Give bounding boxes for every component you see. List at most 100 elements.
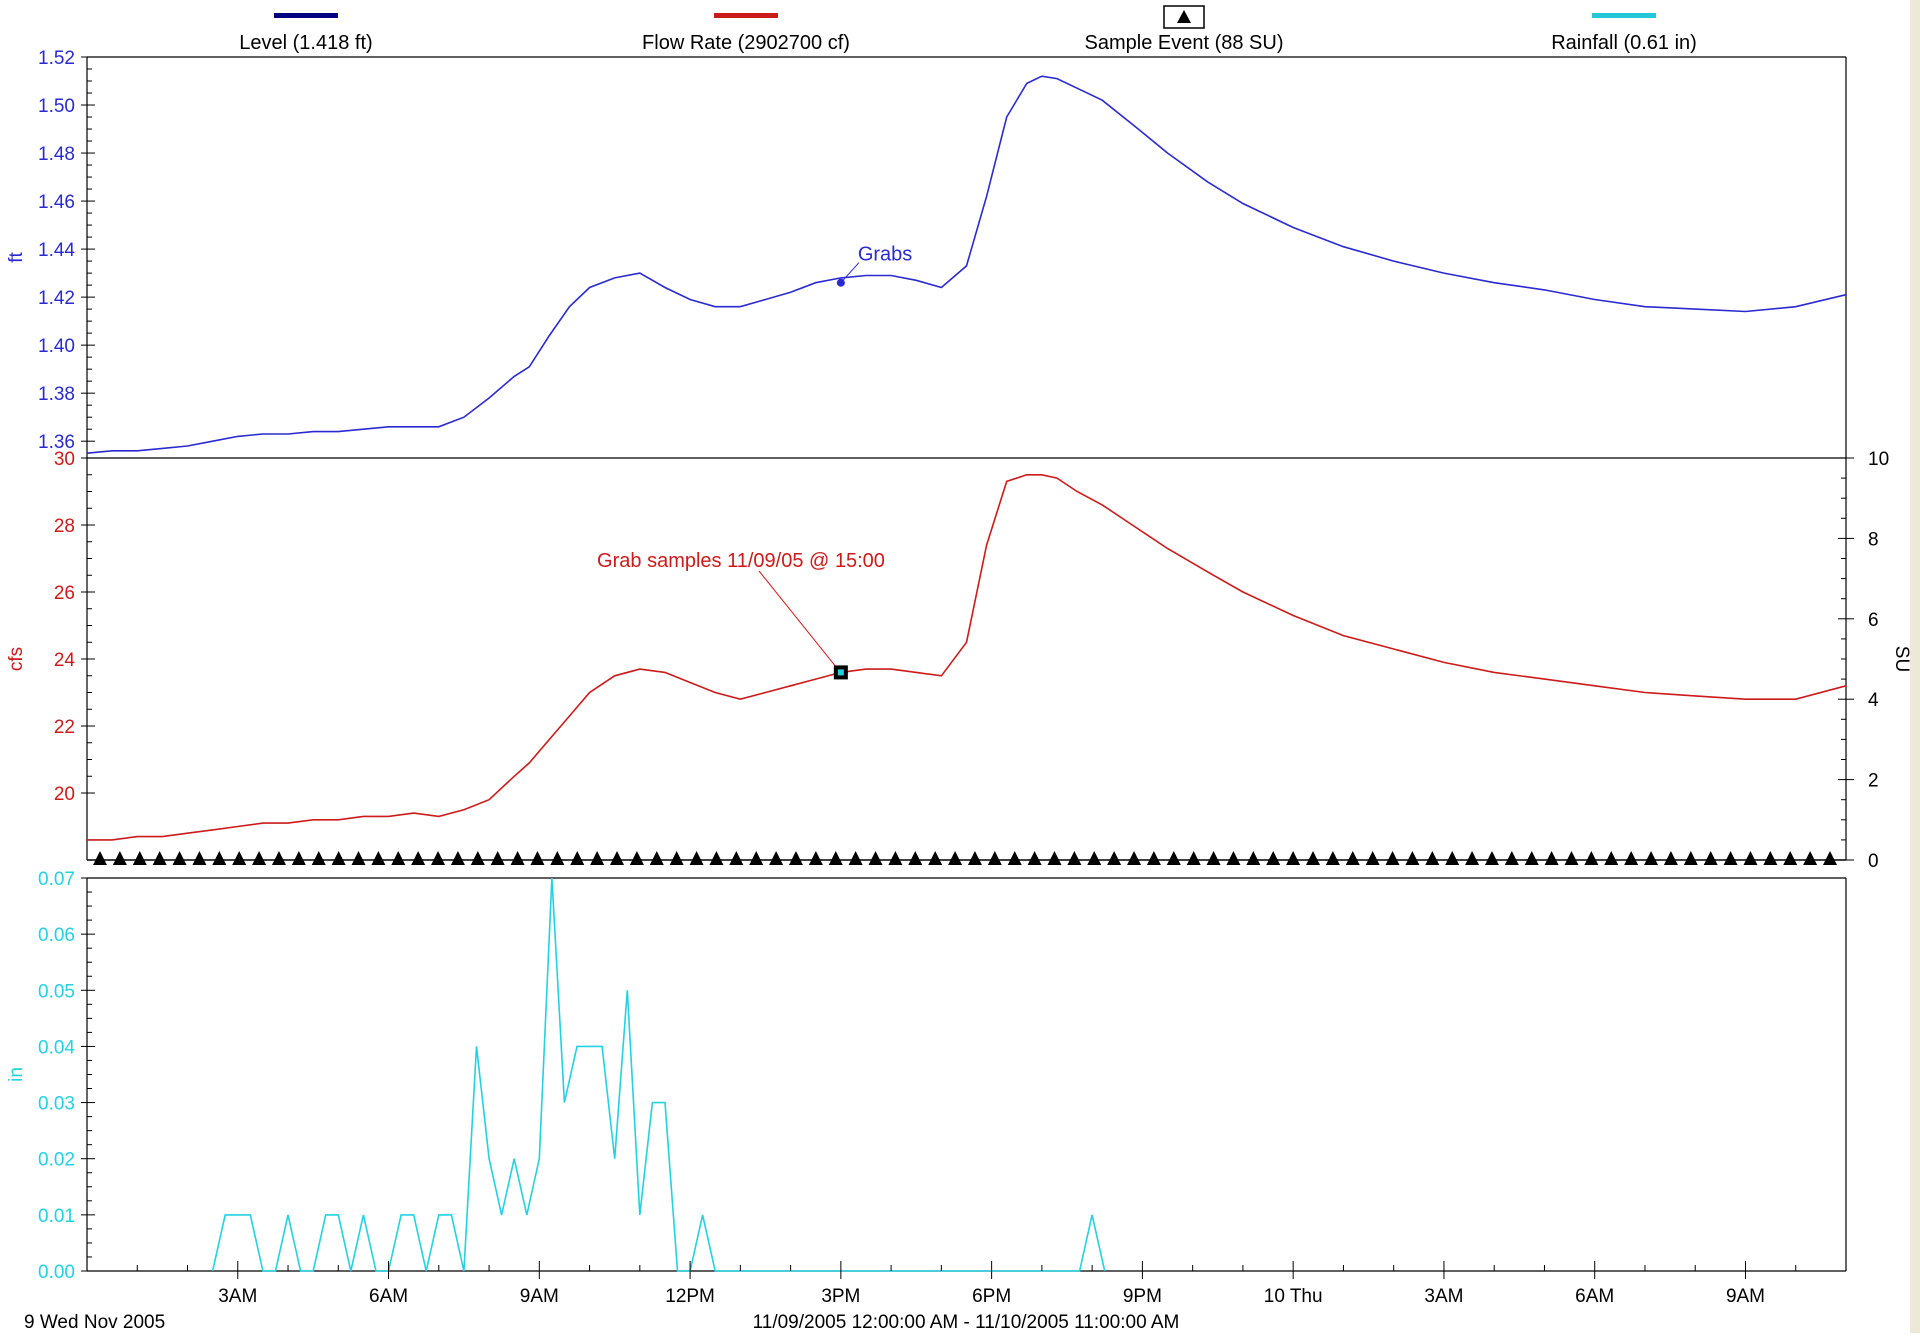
triangle-up-icon xyxy=(1644,851,1659,865)
triangle-up-icon xyxy=(271,851,286,865)
triangle-up-icon xyxy=(450,851,465,865)
series-line-rainfall xyxy=(211,877,1106,1272)
x-tick-label: 12PM xyxy=(665,1286,715,1307)
date-range-label: 11/09/2005 12:00:00 AM - 11/10/2005 11:0… xyxy=(753,1312,1180,1333)
y-tick-label: 22 xyxy=(54,717,75,738)
triangle-up-icon xyxy=(1345,851,1360,865)
triangle-up-icon xyxy=(888,851,903,865)
triangle-up-icon xyxy=(769,851,784,865)
y-tick-label: 24 xyxy=(54,650,76,671)
x-tick-label: 6PM xyxy=(972,1286,1011,1307)
triangle-up-icon xyxy=(1524,851,1539,865)
triangle-up-icon xyxy=(1286,851,1301,865)
y-tick-label: 1.50 xyxy=(38,96,75,117)
triangle-up-icon xyxy=(1305,851,1320,865)
triangle-up-icon xyxy=(1206,851,1221,865)
annotation-leader xyxy=(840,262,860,284)
y-tick-label: 1.46 xyxy=(38,192,75,213)
triangle-up-icon xyxy=(1226,851,1241,865)
triangle-up-icon xyxy=(311,851,326,865)
triangle-up-icon xyxy=(1186,851,1201,865)
triangle-up-icon xyxy=(1544,851,1559,865)
triangle-up-icon xyxy=(212,851,227,865)
triangle-up-icon xyxy=(669,851,684,865)
triangle-up-icon xyxy=(788,851,803,865)
y-tick-label: 1.36 xyxy=(38,432,75,453)
plot-panels: 1.36 1.38 1.40 1.42 1.44 1.46 1.48 1.50 1.52 ft Gr… xyxy=(6,48,1912,1307)
x-tick-label: 9AM xyxy=(1726,1286,1765,1307)
y-tick-label: 0.02 xyxy=(38,1150,75,1171)
triangle-up-icon xyxy=(291,851,306,865)
triangle-up-icon xyxy=(948,851,963,865)
triangle-up-icon xyxy=(808,851,823,865)
y-tick-label: 26 xyxy=(54,583,75,604)
triangle-up-icon xyxy=(610,851,625,865)
x-tick-label: 6AM xyxy=(369,1286,408,1307)
triangle-up-icon xyxy=(1127,851,1142,865)
triangle-up-icon xyxy=(1146,851,1161,865)
triangle-up-icon xyxy=(649,851,664,865)
triangle-up-icon xyxy=(1166,851,1181,865)
triangle-up-icon xyxy=(1484,851,1499,865)
legend-label: Flow Rate (2902700 cf) xyxy=(642,32,850,54)
triangle-up-icon xyxy=(331,851,346,865)
y-axis-label: cfs xyxy=(6,647,27,671)
triangle-up-icon xyxy=(1445,851,1460,865)
panel-rainfall: 0.00 0.01 0.02 0.03 0.04 0.05 0.06 0.07 in 3AM 6AM… xyxy=(6,869,1847,1307)
y-tick-label: 1.38 xyxy=(38,384,75,405)
triangle-up-icon xyxy=(629,851,644,865)
triangle-up-icon xyxy=(192,851,207,865)
y-axis-label: ft xyxy=(6,252,27,263)
legend-item: Level (1.418 ft) xyxy=(239,13,373,54)
annotation-grabs: Grabs xyxy=(858,244,912,266)
legend-label: Rainfall (0.61 in) xyxy=(1551,32,1697,54)
y-tick-label: 0.01 xyxy=(38,1206,75,1227)
triangle-up-icon xyxy=(1465,851,1480,865)
window-border xyxy=(1910,0,1920,1333)
triangle-up-icon xyxy=(470,851,485,865)
triangle-up-icon xyxy=(1584,851,1599,865)
triangle-up-icon xyxy=(1007,851,1022,865)
series-line-level xyxy=(86,75,1847,454)
triangle-up-icon xyxy=(1087,851,1102,865)
triangle-up-icon xyxy=(1683,851,1698,865)
triangle-up-icon xyxy=(351,851,366,865)
y2-tick-label: 4 xyxy=(1868,690,1879,711)
triangle-up-icon xyxy=(232,851,247,865)
triangle-up-icon xyxy=(1385,851,1400,865)
triangle-up-icon xyxy=(1027,851,1042,865)
legend-item: Rainfall (0.61 in) xyxy=(1551,13,1697,54)
y-tick-label: 1.40 xyxy=(38,336,75,357)
y2-tick-label: 6 xyxy=(1868,610,1879,631)
triangle-up-icon xyxy=(252,851,267,865)
triangle-up-icon xyxy=(93,851,107,865)
triangle-up-icon xyxy=(132,851,147,865)
triangle-up-icon xyxy=(152,851,167,865)
y-tick-label: 30 xyxy=(54,449,75,470)
triangle-up-icon xyxy=(689,851,704,865)
y-tick-label: 0.05 xyxy=(38,981,75,1002)
triangle-up-icon xyxy=(371,851,386,865)
triangle-up-icon xyxy=(987,851,1002,865)
triangle-up-icon xyxy=(510,851,525,865)
triangle-up-icon xyxy=(1047,851,1062,865)
triangle-up-icon xyxy=(1823,851,1837,865)
triangle-up-icon xyxy=(391,851,406,865)
x-tick-label: 9PM xyxy=(1123,1286,1162,1307)
triangle-up-icon xyxy=(1504,851,1519,865)
triangle-up-icon xyxy=(1803,851,1818,865)
triangle-up-icon xyxy=(1604,851,1619,865)
triangle-up-icon xyxy=(172,851,187,865)
x-tick-label: 3AM xyxy=(1424,1286,1463,1307)
triangle-up-icon xyxy=(411,851,426,865)
triangle-up-icon xyxy=(1177,10,1191,23)
triangle-up-icon xyxy=(1564,851,1579,865)
triangle-up-icon xyxy=(112,851,127,865)
y2-axis-label: SU xyxy=(1891,646,1912,672)
y-tick-label: 0.07 xyxy=(38,869,75,890)
triangle-up-icon xyxy=(590,851,605,865)
triangle-up-icon xyxy=(709,851,724,865)
triangle-up-icon xyxy=(490,851,505,865)
